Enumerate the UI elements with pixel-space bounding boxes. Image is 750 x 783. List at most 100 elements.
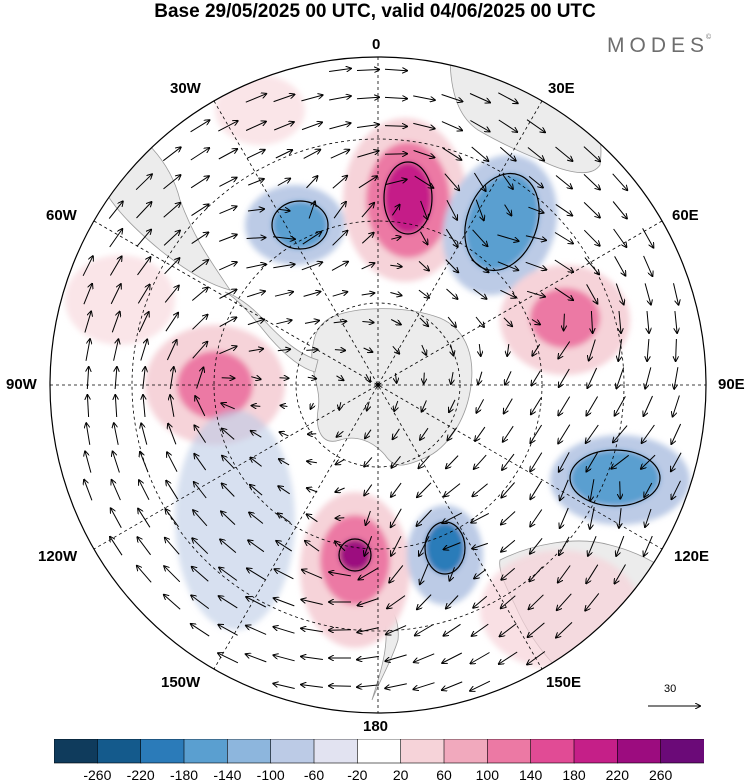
wind-vector (278, 513, 291, 524)
wind-vector (446, 595, 459, 609)
wind-vector (246, 654, 267, 663)
wind-vector (301, 628, 323, 633)
wind-vector (333, 321, 347, 323)
wind-vector (527, 651, 546, 665)
wind-vector (394, 400, 398, 411)
wind-vector (166, 481, 179, 500)
wind-vector (163, 203, 181, 218)
wind-vector (557, 593, 572, 610)
wind-vector (362, 322, 373, 323)
wind-vector (108, 201, 123, 219)
wind-vector (391, 205, 399, 216)
wind-vectors (83, 69, 682, 691)
wind-vector (113, 339, 119, 361)
wind-vector (219, 206, 237, 215)
colorbar-bin (573, 739, 619, 764)
wind-vector (135, 174, 152, 191)
wind-vector (84, 312, 91, 333)
wind-vector (84, 480, 93, 501)
wind-vector (247, 319, 264, 326)
wind-vector (420, 200, 428, 219)
south-pole-marker (376, 383, 380, 387)
wind-vector (111, 312, 119, 333)
wind-vector (497, 234, 518, 241)
wind-vector (138, 312, 148, 333)
wind-vector (384, 154, 407, 155)
wind-vector (359, 567, 378, 579)
colorbar-tick-label: -60 (303, 767, 325, 783)
wind-vector (500, 289, 515, 297)
wind-vector (564, 313, 565, 331)
wind-vector (168, 424, 177, 445)
wind-vector (301, 657, 323, 660)
wind-vector (166, 509, 179, 528)
wind-vector (86, 423, 91, 445)
map-boundary (49, 56, 707, 714)
wind-vector (615, 564, 626, 584)
wind-vector (395, 373, 396, 383)
wind-vector (586, 452, 599, 472)
wind-vector (194, 425, 207, 443)
wind-vector (505, 371, 512, 384)
wind-vector (500, 623, 517, 637)
wind-vector (644, 535, 653, 556)
wind-vector (246, 291, 265, 298)
wind-vector (642, 424, 655, 443)
wind-vector (273, 94, 295, 103)
wind-vector (620, 481, 621, 498)
wind-vector (335, 488, 345, 492)
wind-vector (307, 377, 316, 378)
wind-vector (163, 231, 180, 246)
wind-vector (647, 338, 649, 361)
wind-vector (332, 231, 348, 246)
wind-vector (442, 512, 463, 523)
wind-vector (643, 255, 653, 276)
wind-vector (221, 511, 236, 525)
wind-vector (220, 539, 237, 553)
wind-vector (614, 256, 626, 275)
wind-vector (384, 69, 407, 70)
wind-vector (191, 260, 208, 273)
wind-vector (278, 486, 290, 495)
wind-vector (339, 402, 341, 410)
wind-vector (476, 399, 485, 412)
wind-vector (530, 452, 543, 472)
wind-vector (164, 595, 181, 610)
wind-vector (361, 233, 373, 244)
wind-vector (113, 452, 120, 473)
wind-vector (306, 176, 318, 189)
wind-vector (356, 97, 379, 99)
wind-vector (470, 120, 489, 132)
wind-vector (642, 228, 654, 247)
lon-label-30w: 30W (170, 80, 201, 97)
wind-vector (672, 480, 681, 499)
wind-vector (109, 257, 121, 276)
wind-vector (196, 368, 204, 389)
wind-vector (588, 536, 597, 556)
wind-vector (475, 316, 484, 327)
wind-vector (471, 652, 490, 664)
wind-vector (252, 406, 261, 407)
colorbar-bin (97, 739, 142, 764)
wind-vector (503, 425, 514, 442)
wind-vector (302, 232, 321, 245)
wind-vector (445, 259, 458, 273)
wind-vector (589, 339, 596, 361)
lon-label-150w: 150W (161, 674, 201, 691)
wind-vector (301, 95, 322, 102)
wind-vector (356, 70, 379, 71)
wind-vector (275, 150, 292, 159)
lon-label-180: 180 (363, 718, 389, 735)
wind-vector (424, 372, 425, 384)
wind-vector (336, 376, 344, 380)
wind-vector (673, 283, 679, 304)
wind-vector (390, 265, 401, 266)
wind-vector (334, 350, 345, 351)
wind-vector (218, 625, 238, 636)
wind-vector (115, 395, 116, 418)
wind-vector (85, 339, 90, 361)
wind-vector (366, 510, 371, 525)
wind-vector (247, 568, 266, 581)
wind-vector (250, 485, 263, 496)
wind-vector (418, 261, 429, 270)
